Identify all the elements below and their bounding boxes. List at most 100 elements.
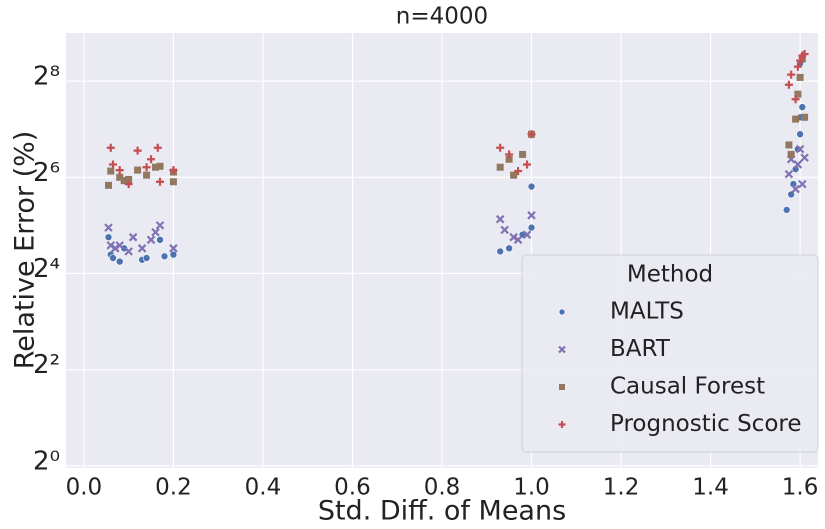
point xyxy=(784,80,793,89)
point xyxy=(160,252,169,261)
point xyxy=(124,180,133,189)
point xyxy=(505,150,514,159)
point xyxy=(169,244,178,253)
x-tick-label: 0.4 xyxy=(245,475,282,501)
legend-label: Prognostic Score xyxy=(610,411,802,437)
point xyxy=(133,146,142,155)
point xyxy=(120,177,128,185)
point xyxy=(153,143,162,152)
point xyxy=(792,115,800,123)
point xyxy=(787,70,796,79)
point xyxy=(115,166,124,175)
legend-label: Causal Forest xyxy=(610,374,765,400)
y-tick-label: 2⁰ xyxy=(33,446,60,476)
legend: Method MALTS BART Causal Forest Prognostic S… xyxy=(521,254,819,453)
point xyxy=(796,130,804,139)
point xyxy=(782,206,791,214)
x-tick-label: 1.6 xyxy=(782,475,819,501)
point xyxy=(798,103,807,111)
point xyxy=(137,244,147,253)
point xyxy=(505,244,513,253)
marks xyxy=(104,50,809,266)
x-tick-label: 0.0 xyxy=(66,475,103,501)
point xyxy=(495,214,505,224)
point xyxy=(523,160,532,169)
point xyxy=(155,221,165,230)
point xyxy=(143,171,151,179)
point xyxy=(169,250,178,259)
point xyxy=(527,182,536,191)
point xyxy=(800,153,809,162)
legend-box xyxy=(521,254,819,453)
x-tick-label: 0.8 xyxy=(424,475,461,501)
point xyxy=(115,257,124,266)
point xyxy=(791,184,800,194)
point xyxy=(784,169,794,179)
x-tick-label: 1.2 xyxy=(603,475,640,501)
point xyxy=(124,247,133,256)
point xyxy=(104,223,113,232)
point xyxy=(134,166,142,174)
legend-title: Method xyxy=(627,262,713,288)
point xyxy=(109,254,117,262)
point xyxy=(527,211,536,220)
legend-label: MALTS xyxy=(610,299,684,325)
point xyxy=(791,95,800,104)
x-tick-label: 0.6 xyxy=(334,475,371,501)
point xyxy=(106,143,115,152)
point xyxy=(522,230,532,239)
point xyxy=(793,62,802,71)
point xyxy=(505,155,513,163)
point xyxy=(105,181,113,189)
point xyxy=(787,150,795,158)
grid xyxy=(66,33,818,468)
point xyxy=(785,141,793,149)
point xyxy=(496,163,504,171)
point xyxy=(147,155,156,164)
point xyxy=(513,235,523,245)
point xyxy=(156,162,164,170)
point xyxy=(125,175,133,183)
x-tick-label: 1.4 xyxy=(692,475,729,501)
point xyxy=(115,241,124,250)
point xyxy=(152,163,160,171)
point xyxy=(527,130,536,139)
y-tick-label: 2⁶ xyxy=(33,158,60,188)
legend-label: BART xyxy=(610,336,671,362)
x-tick-label: 0.2 xyxy=(155,475,192,501)
legend-marker xyxy=(559,384,565,390)
point xyxy=(514,167,523,176)
point xyxy=(798,179,807,189)
point xyxy=(142,163,151,172)
x-axis-label: Std. Diff. of Means xyxy=(318,496,566,527)
point xyxy=(116,173,124,181)
point xyxy=(796,56,805,65)
point xyxy=(128,232,138,242)
point xyxy=(510,171,518,179)
point xyxy=(169,166,178,175)
x-tick-label: 1.0 xyxy=(513,475,550,501)
point xyxy=(146,235,156,245)
point xyxy=(509,232,518,242)
point xyxy=(104,233,113,241)
point xyxy=(496,247,504,256)
chart-title: n=4000 xyxy=(396,4,488,30)
point xyxy=(142,254,151,262)
point xyxy=(800,50,809,59)
y-axis-label: Relative Error (%) xyxy=(10,131,41,370)
y-tick-label: 2² xyxy=(33,350,60,380)
point xyxy=(151,227,160,237)
point xyxy=(794,90,802,98)
point xyxy=(801,113,809,121)
point xyxy=(527,223,536,232)
y-tick-label: 2⁸ xyxy=(33,62,60,92)
point xyxy=(156,177,164,186)
point xyxy=(519,150,527,158)
point xyxy=(496,143,505,152)
legend-marker xyxy=(558,345,566,354)
point xyxy=(793,160,803,169)
point xyxy=(795,144,805,154)
point xyxy=(109,160,117,169)
point xyxy=(500,225,509,235)
